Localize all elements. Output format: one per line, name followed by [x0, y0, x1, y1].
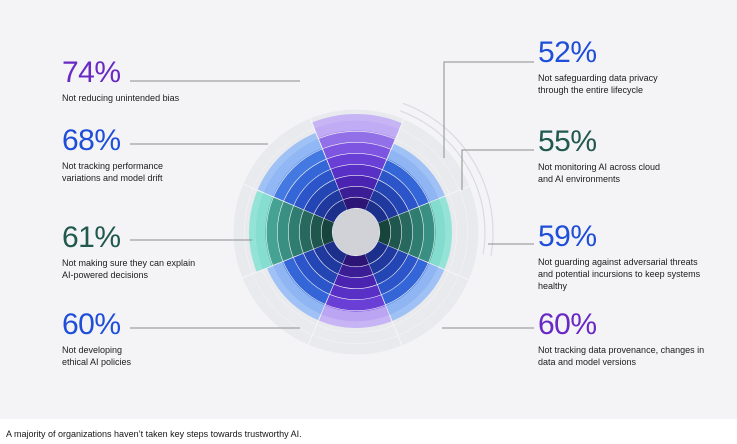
value-label: 61%	[62, 221, 121, 254]
wedge-cap	[318, 305, 392, 328]
value-label: 60%	[538, 308, 597, 341]
wedge-band	[378, 219, 391, 246]
wedge-band	[377, 254, 418, 295]
category-label: Not making sure they can explain AI-powe…	[62, 258, 196, 280]
value-label: 68%	[62, 124, 121, 157]
radial-chart	[130, 61, 534, 355]
wedge-band	[321, 218, 334, 245]
wedge-cap	[387, 143, 445, 202]
wedge-band	[343, 197, 370, 210]
wedge-band	[335, 175, 378, 190]
wedge-band	[313, 325, 398, 344]
wedge-band	[288, 205, 304, 257]
wedge-band	[331, 164, 383, 180]
callout-ethics: 60% Not developing ethical AI policies	[62, 310, 144, 368]
wedge-band	[299, 210, 314, 253]
category-label: Not tracking performance variations and …	[62, 161, 164, 183]
wedge-cap	[429, 196, 452, 270]
wedge-band	[273, 149, 327, 201]
wedge-band	[266, 197, 284, 266]
wedge-band	[374, 180, 409, 215]
wedge-band	[283, 257, 330, 305]
wedge-band	[318, 131, 395, 149]
wedge-band	[293, 253, 334, 294]
wedge-band	[408, 207, 424, 259]
wedge-band	[381, 258, 429, 305]
center-hole	[332, 208, 380, 256]
callout-bias: 74% Not reducing unintended bias	[62, 58, 212, 104]
wedge-band	[398, 276, 469, 346]
value-label: 60%	[62, 308, 121, 341]
wedge-band	[233, 184, 253, 278]
wedge-band	[308, 335, 402, 355]
wedge-band	[304, 179, 339, 214]
wedge-band	[398, 211, 413, 254]
category-label: Not safeguarding data privacy through th…	[538, 73, 658, 95]
wedge-band	[322, 142, 391, 160]
guide-ring	[402, 102, 494, 256]
wedge-band	[373, 250, 408, 285]
callout-monitoring: 55% Not monitoring AI across cloud and A…	[538, 127, 663, 185]
callout-provenance: 60% Not tracking data provenance, change…	[538, 310, 723, 368]
callout-privacy: 52% Not safeguarding data privacy throug…	[538, 38, 673, 96]
leader-line	[443, 61, 534, 158]
wedge-band	[395, 129, 460, 194]
caption: A majority of organizations haven’t take…	[6, 429, 302, 439]
category-label: Not reducing unintended bias	[62, 93, 180, 103]
wedge-band	[314, 189, 343, 219]
wedge-band	[313, 245, 343, 274]
wedge-band	[294, 169, 335, 210]
value-label: 74%	[62, 56, 121, 89]
callout-adversarial: 59% Not guarding against adversarial thr…	[538, 222, 713, 292]
wedge-band	[339, 186, 374, 200]
wedge-band	[418, 203, 435, 263]
category-label: Not monitoring AI across cloud and AI en…	[538, 162, 661, 184]
callout-explain: 61% Not making sure they can explain AI-…	[62, 223, 202, 281]
wedge-band	[252, 270, 317, 335]
wedge-band	[365, 200, 388, 223]
wedge-band	[243, 118, 314, 188]
category-label: Not tracking data provenance, changes in…	[538, 345, 705, 367]
wedge-cap	[257, 133, 322, 197]
wedge-band	[342, 254, 369, 267]
wedge-cap	[312, 113, 402, 139]
wedge-band	[459, 186, 479, 280]
wedge-band	[400, 119, 470, 190]
wedge-band	[242, 274, 312, 345]
wedge-band	[303, 249, 338, 284]
value-label: 55%	[538, 125, 597, 158]
wedge-band	[369, 190, 399, 219]
wedge-band	[394, 271, 459, 336]
value-label: 52%	[538, 36, 597, 69]
wedge-band	[378, 170, 419, 211]
wedge-band	[369, 245, 398, 275]
wedge-band	[327, 153, 387, 170]
wedge-band	[324, 200, 347, 223]
wedge-band	[338, 264, 373, 278]
wedge-band	[283, 159, 331, 206]
wedge-cap	[249, 190, 273, 272]
wedge-band	[365, 241, 388, 264]
wedge-cap	[267, 262, 325, 321]
wedge-band	[277, 201, 294, 261]
value-label: 59%	[538, 220, 597, 253]
wedge-band	[334, 274, 377, 289]
wedge-band	[324, 241, 347, 264]
guide-ring	[399, 110, 486, 255]
wedge-band	[449, 190, 468, 275]
wedge-cap	[386, 263, 445, 321]
wedge-band	[382, 159, 429, 207]
category-label: Not developing ethical AI policies	[62, 345, 132, 367]
leader-line	[461, 149, 534, 190]
wedge-band	[388, 215, 402, 250]
callout-drift: 68% Not tracking performance variations …	[62, 126, 187, 184]
wedge-band	[310, 214, 324, 249]
wedge-band	[325, 294, 385, 311]
category-label: Not guarding against adversarial threats…	[538, 257, 701, 291]
wedge-band	[329, 284, 381, 300]
